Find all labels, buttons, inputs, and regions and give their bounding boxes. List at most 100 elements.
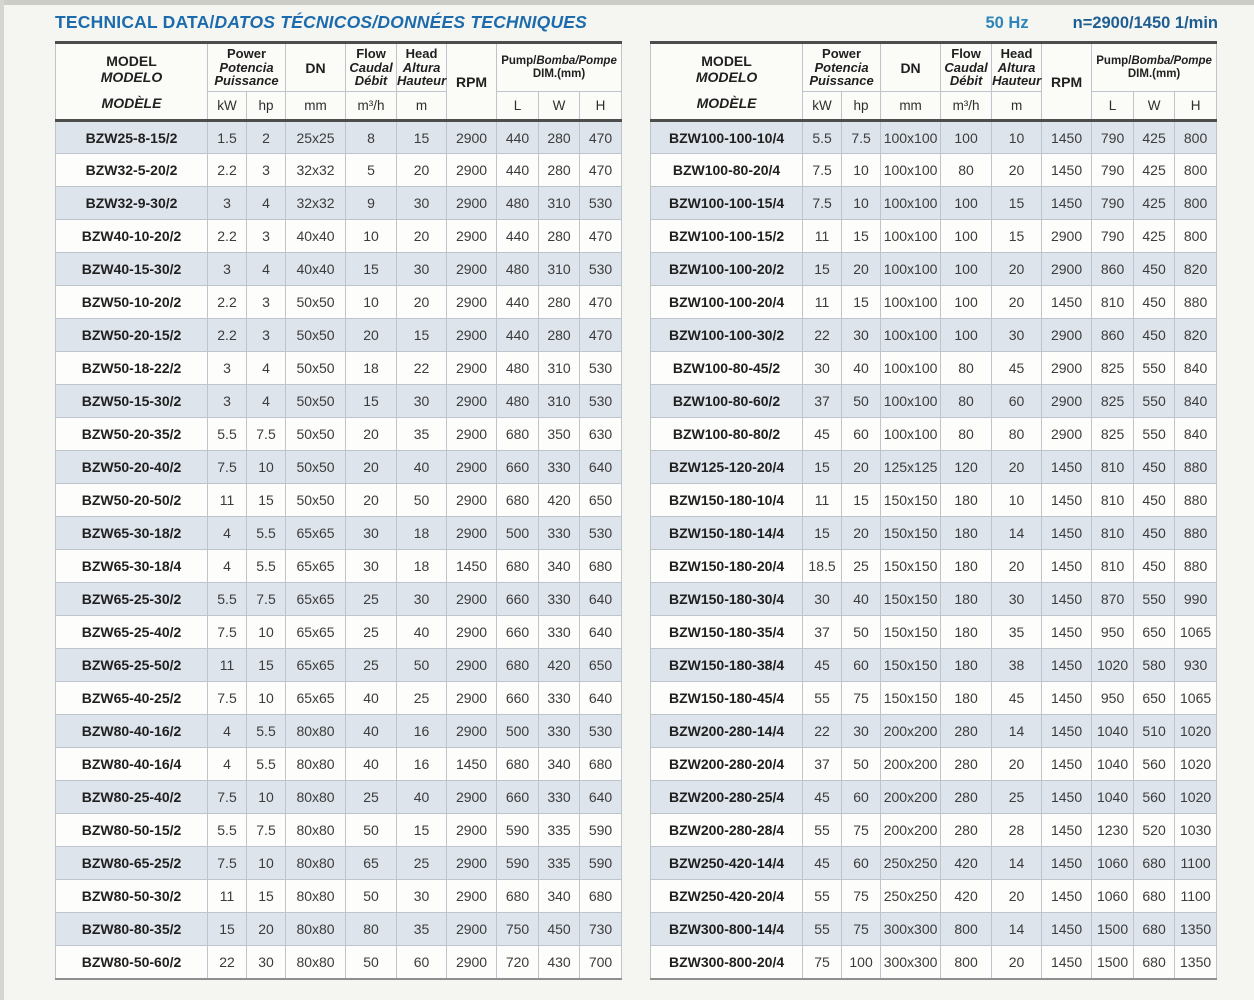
- value-cell: 440: [496, 318, 540, 352]
- value-cell: 5.5: [207, 417, 247, 451]
- frequency-label: 50 Hz: [985, 14, 1029, 32]
- value-cell: 660: [496, 681, 540, 715]
- value-cell: 530: [579, 351, 623, 385]
- value-cell: 100x100: [880, 384, 942, 418]
- table-row: BZW25-8-15/2 1.5 2 25x25 8 15 2900 440 280 470: [55, 120, 623, 154]
- value-cell: 5: [345, 153, 398, 187]
- value-cell: 2900: [446, 615, 498, 649]
- value-cell: 11: [207, 648, 247, 682]
- model-cell: BZW80-50-15/2: [55, 813, 208, 847]
- value-cell: 2900: [446, 516, 498, 550]
- value-cell: 65x65: [285, 681, 347, 715]
- value-cell: 180: [940, 681, 993, 715]
- value-cell: 50: [841, 747, 882, 781]
- value-cell: 55: [802, 912, 843, 946]
- value-cell: 280: [538, 285, 581, 319]
- value-cell: 250x250: [880, 879, 942, 913]
- value-cell: 32x32: [285, 186, 347, 220]
- value-cell: 470: [579, 120, 623, 154]
- value-cell: 50x50: [285, 483, 347, 517]
- value-cell: 15: [207, 912, 247, 946]
- value-cell: 20: [396, 219, 448, 253]
- value-cell: 80: [345, 912, 398, 946]
- value-cell: 2.2: [207, 219, 247, 253]
- column-header-model: MODEL MODELO MODÈLE: [55, 42, 208, 121]
- value-cell: 450: [1133, 483, 1176, 517]
- value-cell: 480: [496, 186, 540, 220]
- value-cell: 800: [1174, 120, 1218, 154]
- value-cell: 700: [579, 945, 623, 979]
- value-cell: 15: [802, 516, 843, 550]
- value-cell: 1450: [1041, 516, 1093, 550]
- unit-kw: kW: [207, 91, 247, 121]
- value-cell: 330: [538, 714, 581, 748]
- value-cell: 440: [496, 153, 540, 187]
- table-row: BZW50-20-50/2 11 15 50x50 20 50 2900 680 420 650: [55, 483, 623, 517]
- value-cell: 2900: [446, 846, 498, 880]
- value-cell: 4: [245, 186, 287, 220]
- value-cell: 280: [940, 813, 993, 847]
- value-cell: 650: [1133, 681, 1176, 715]
- value-cell: 10: [245, 780, 287, 814]
- value-cell: 280: [538, 318, 581, 352]
- value-cell: 10: [345, 285, 398, 319]
- value-cell: 280: [538, 120, 581, 154]
- value-cell: 1450: [1041, 483, 1093, 517]
- value-cell: 14: [991, 912, 1043, 946]
- value-cell: 15: [245, 483, 287, 517]
- title-bar: TECHNICAL DATA/DATOS TÉCNICOS/DONNÉES TE…: [55, 10, 1220, 41]
- value-cell: 3: [207, 384, 247, 418]
- value-cell: 820: [1174, 318, 1218, 352]
- power-label-en: Power: [822, 46, 862, 62]
- model-cell: BZW250-420-14/4: [650, 846, 804, 880]
- value-cell: 3: [207, 186, 247, 220]
- column-header-dimensions: Pump/Bomba/Pompe DIM.(mm): [496, 42, 623, 92]
- value-cell: 2: [245, 120, 287, 154]
- model-cell: BZW50-20-15/2: [55, 318, 208, 352]
- value-cell: 80x80: [285, 912, 347, 946]
- value-cell: 30: [396, 384, 448, 418]
- value-cell: 60: [841, 648, 882, 682]
- table-row: BZW50-20-35/2 5.5 7.5 50x50 20 35 2900 680 350 63…: [55, 417, 623, 451]
- value-cell: 50x50: [285, 351, 347, 385]
- value-cell: 425: [1133, 219, 1176, 253]
- value-cell: 100: [940, 285, 993, 319]
- value-cell: 4: [207, 714, 247, 748]
- value-cell: 40: [841, 582, 882, 616]
- value-cell: 4: [207, 747, 247, 781]
- value-cell: 310: [538, 351, 581, 385]
- value-cell: 22: [802, 714, 843, 748]
- value-cell: 20: [991, 252, 1043, 286]
- value-cell: 2.2: [207, 153, 247, 187]
- value-cell: 100: [940, 186, 993, 220]
- table-header: MODEL MODELO MODÈLE Power Potencia Puiss…: [55, 42, 623, 121]
- speed-label: n=2900/1450 1/min: [1072, 14, 1218, 32]
- value-cell: 950: [1091, 681, 1135, 715]
- value-cell: 20: [396, 285, 448, 319]
- value-cell: 790: [1091, 186, 1135, 220]
- head-label-es: Altura: [997, 59, 1036, 75]
- value-cell: 30: [841, 714, 882, 748]
- value-cell: 750: [496, 912, 540, 946]
- value-cell: 280: [538, 219, 581, 253]
- value-cell: 2900: [446, 681, 498, 715]
- model-cell: BZW150-180-35/4: [650, 615, 804, 649]
- table-row: BZW100-100-15/4 7.5 10 100x100 100 15 1450 790 4…: [650, 186, 1218, 220]
- table-row: BZW50-20-15/2 2.2 3 50x50 20 15 2900 440 280 470: [55, 318, 623, 352]
- value-cell: 450: [1133, 516, 1176, 550]
- value-cell: 2900: [446, 714, 498, 748]
- value-cell: 1040: [1091, 747, 1135, 781]
- value-cell: 10: [841, 186, 882, 220]
- value-cell: 15: [802, 252, 843, 286]
- unit-hp: hp: [841, 91, 882, 121]
- value-cell: 55: [802, 813, 843, 847]
- value-cell: 65x65: [285, 516, 347, 550]
- model-cell: BZW80-80-35/2: [55, 912, 208, 946]
- model-cell: BZW25-8-15/2: [55, 120, 208, 154]
- table-row: BZW50-20-40/2 7.5 10 50x50 20 40 2900 660 330 640: [55, 450, 623, 484]
- value-cell: 20: [991, 747, 1043, 781]
- value-cell: 80x80: [285, 945, 347, 979]
- model-cell: BZW50-20-50/2: [55, 483, 208, 517]
- value-cell: 1450: [1041, 153, 1093, 187]
- value-cell: 100: [940, 318, 993, 352]
